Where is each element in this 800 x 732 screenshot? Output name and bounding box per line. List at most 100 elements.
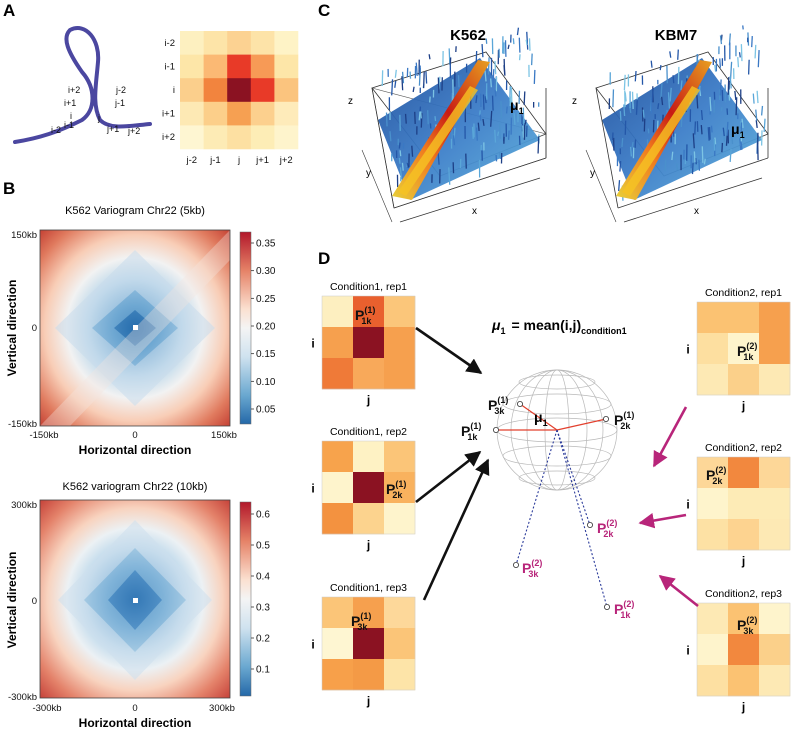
ytick-top-min: -150kb bbox=[8, 419, 37, 430]
matrix-cell bbox=[697, 333, 729, 365]
variogram-bottom-title: K562 variogram Chr22 (10kb) bbox=[63, 481, 208, 493]
surface-spike bbox=[437, 152, 440, 165]
col-axis-label: j bbox=[366, 694, 370, 708]
matrix-cell bbox=[250, 78, 275, 103]
surface-spike bbox=[415, 62, 418, 77]
surface-spike bbox=[727, 77, 730, 95]
colorbar-tick-label: 0.10 bbox=[256, 377, 276, 388]
row-axis-label: i bbox=[311, 337, 314, 351]
surface-spike bbox=[516, 27, 520, 36]
col-label: j-2 bbox=[186, 155, 198, 166]
surface-spike bbox=[528, 38, 531, 51]
surface-spike bbox=[496, 131, 500, 136]
surface-spike bbox=[722, 127, 725, 137]
matrix-cell bbox=[322, 628, 354, 660]
loop-label: i-1 bbox=[64, 120, 74, 130]
surface-spike bbox=[490, 78, 493, 88]
panel-d: μ1 = mean(i,j)condition1 Condition1, rep1… bbox=[311, 281, 791, 714]
panel-label-a: A bbox=[3, 1, 15, 20]
surface-spike bbox=[631, 91, 634, 110]
surface-spike bbox=[691, 162, 694, 175]
matrix-cell bbox=[353, 503, 385, 535]
surface-spike bbox=[752, 93, 755, 104]
surface-spike bbox=[612, 89, 615, 108]
colorbar-tick-label: 0.35 bbox=[256, 239, 276, 250]
matrix-cell bbox=[203, 78, 228, 103]
surface-spike bbox=[631, 141, 634, 148]
surface-spike bbox=[667, 92, 671, 109]
loop-label: j+1 bbox=[106, 124, 119, 134]
matrix-cell bbox=[728, 333, 760, 365]
variogram-top-center bbox=[133, 325, 138, 330]
row-axis-label: i bbox=[311, 638, 314, 652]
matrix-cell bbox=[203, 101, 228, 126]
matrix-cell bbox=[322, 503, 354, 535]
surface-spike bbox=[411, 145, 414, 157]
sphere-label-p3k2: P(2) 3k bbox=[522, 558, 542, 579]
colorbar-tick-label: 0.20 bbox=[256, 322, 276, 333]
loop-label: j-2 bbox=[115, 85, 126, 95]
surface-spike bbox=[721, 142, 724, 153]
surface-spike bbox=[401, 162, 404, 171]
surface-spike bbox=[451, 92, 453, 104]
matrix-cell bbox=[250, 31, 275, 55]
surface-spike bbox=[448, 48, 451, 65]
surface-kbm7: z y x μ1 bbox=[572, 25, 769, 223]
variogram-top-xlabel: Horizontal direction bbox=[79, 443, 192, 457]
surface-spike bbox=[709, 96, 712, 112]
matrix-cell bbox=[180, 125, 204, 150]
surface-spike bbox=[503, 65, 506, 76]
surface-spike bbox=[623, 104, 626, 117]
matrix-cell bbox=[759, 665, 791, 697]
row-axis-label: i bbox=[686, 343, 689, 357]
surface-spike bbox=[471, 126, 474, 139]
surface-spike bbox=[735, 97, 738, 116]
matrix-point-label: P(2) 3k bbox=[737, 615, 757, 636]
surface-spike bbox=[477, 122, 480, 132]
surface-spike bbox=[692, 133, 695, 149]
sphere-label-p2k2: P(2) 2k bbox=[597, 518, 617, 539]
col-label: j bbox=[237, 155, 240, 166]
surface-spike bbox=[482, 94, 485, 110]
surface-spike bbox=[494, 129, 497, 143]
axis-y-k562: y bbox=[366, 168, 371, 179]
xtick-bottom-min: -300kb bbox=[32, 703, 61, 714]
surface-spike bbox=[475, 127, 478, 141]
surface-spike bbox=[731, 133, 734, 145]
surface-spike bbox=[425, 71, 428, 84]
matrix-cell bbox=[384, 441, 416, 473]
matrix-cell bbox=[759, 603, 791, 635]
surface-spike bbox=[618, 180, 621, 192]
surface-spike bbox=[391, 79, 394, 96]
surface-spike bbox=[522, 125, 525, 138]
colorbar-tick-label: 0.1 bbox=[256, 665, 270, 676]
ytick-bottom-max: 300kb bbox=[11, 500, 37, 511]
surface-spike bbox=[634, 70, 637, 82]
surface-spike bbox=[406, 162, 409, 169]
matrix-cell bbox=[697, 364, 729, 396]
matrix-cell bbox=[759, 364, 791, 396]
matrix-cell bbox=[353, 358, 385, 390]
matrix-title: Condition2, rep1 bbox=[705, 287, 782, 299]
surface-spike bbox=[741, 118, 744, 128]
col-label: j+1 bbox=[255, 155, 269, 166]
ytick-top-max: 150kb bbox=[11, 230, 37, 241]
matrix-point-label: P(1) 2k bbox=[386, 479, 406, 500]
row-label: i+2 bbox=[162, 132, 175, 143]
matrix-cell bbox=[180, 78, 204, 103]
matrix-cell bbox=[274, 78, 299, 103]
surface-spike bbox=[499, 151, 502, 160]
surface-spike bbox=[389, 131, 392, 142]
variogram-top-title: K562 Variogram Chr22 (5kb) bbox=[65, 205, 205, 217]
surface-spike bbox=[623, 74, 626, 91]
ytick-bottom-min: -300kb bbox=[8, 692, 37, 703]
surface-spike bbox=[671, 151, 674, 161]
matrix-cell bbox=[759, 302, 791, 334]
surface-spike bbox=[734, 90, 737, 101]
matrix-title: Condition1, rep3 bbox=[330, 582, 407, 594]
surface-spike bbox=[420, 111, 422, 119]
surface-spike bbox=[719, 79, 722, 96]
condition2-rep1-matrix: Condition2, rep1 i j P(2) 1k bbox=[686, 287, 791, 413]
surface-spike bbox=[475, 50, 478, 65]
loop-label: i bbox=[70, 111, 72, 121]
